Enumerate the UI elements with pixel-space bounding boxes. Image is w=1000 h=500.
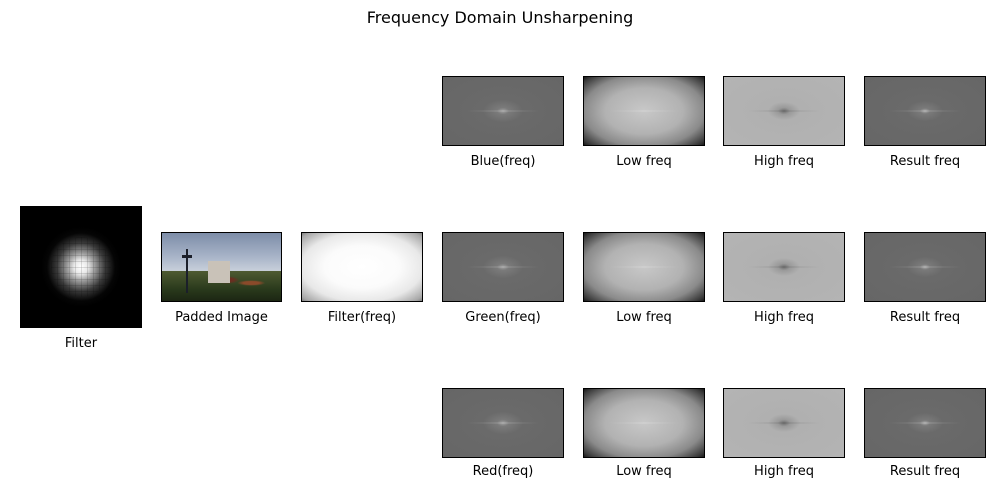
red-low-freq-caption: Low freq	[616, 464, 672, 479]
blue-result-freq-panel: Result freq	[864, 76, 986, 169]
padded-image	[161, 232, 282, 302]
red-result-freq-panel: Result freq	[864, 388, 986, 479]
padded-image-caption: Padded Image	[175, 310, 268, 325]
red-low-freq-panel: Low freq	[583, 388, 705, 479]
green-high-freq-image	[723, 232, 845, 302]
blue-freq-panel: Blue(freq)	[442, 76, 564, 169]
green-low-freq-panel: Low freq	[583, 232, 705, 325]
blue-low-freq-image	[583, 76, 705, 146]
green-high-freq-panel: High freq	[723, 232, 845, 325]
filter-freq-image	[301, 232, 423, 302]
filter-caption: Filter	[64, 336, 98, 351]
blue-low-freq-caption: Low freq	[616, 154, 672, 169]
blue-freq-caption: Blue(freq)	[470, 154, 536, 169]
green-low-freq-image	[583, 232, 705, 302]
blue-high-freq-caption: High freq	[754, 154, 814, 169]
green-high-freq-caption: High freq	[754, 310, 814, 325]
padded-image-panel: Padded Image	[161, 232, 282, 325]
green-freq-panel: Green(freq)	[442, 232, 564, 325]
blue-result-freq-image	[864, 76, 986, 146]
red-freq-caption: Red(freq)	[472, 464, 534, 479]
red-high-freq-caption: High freq	[754, 464, 814, 479]
filter-freq-caption: Filter(freq)	[327, 310, 397, 325]
filter-kernel-image	[20, 206, 142, 328]
green-freq-image	[442, 232, 564, 302]
blue-freq-image	[442, 76, 564, 146]
blue-high-freq-image	[723, 76, 845, 146]
green-result-freq-panel: Result freq	[864, 232, 986, 325]
red-freq-image	[442, 388, 564, 458]
green-freq-caption: Green(freq)	[465, 310, 541, 325]
red-result-freq-image	[864, 388, 986, 458]
green-result-freq-image	[864, 232, 986, 302]
blue-high-freq-panel: High freq	[723, 76, 845, 169]
blue-result-freq-caption: Result freq	[889, 154, 961, 169]
filter-freq-panel: Filter(freq)	[301, 232, 423, 325]
red-high-freq-image	[723, 388, 845, 458]
red-result-freq-caption: Result freq	[889, 464, 961, 479]
red-low-freq-image	[583, 388, 705, 458]
blue-low-freq-panel: Low freq	[583, 76, 705, 169]
red-high-freq-panel: High freq	[723, 388, 845, 479]
red-freq-panel: Red(freq)	[442, 388, 564, 479]
green-low-freq-caption: Low freq	[616, 310, 672, 325]
filter-panel: Filter	[20, 206, 142, 351]
green-result-freq-caption: Result freq	[889, 310, 961, 325]
figure-title: Frequency Domain Unsharpening	[366, 8, 634, 27]
